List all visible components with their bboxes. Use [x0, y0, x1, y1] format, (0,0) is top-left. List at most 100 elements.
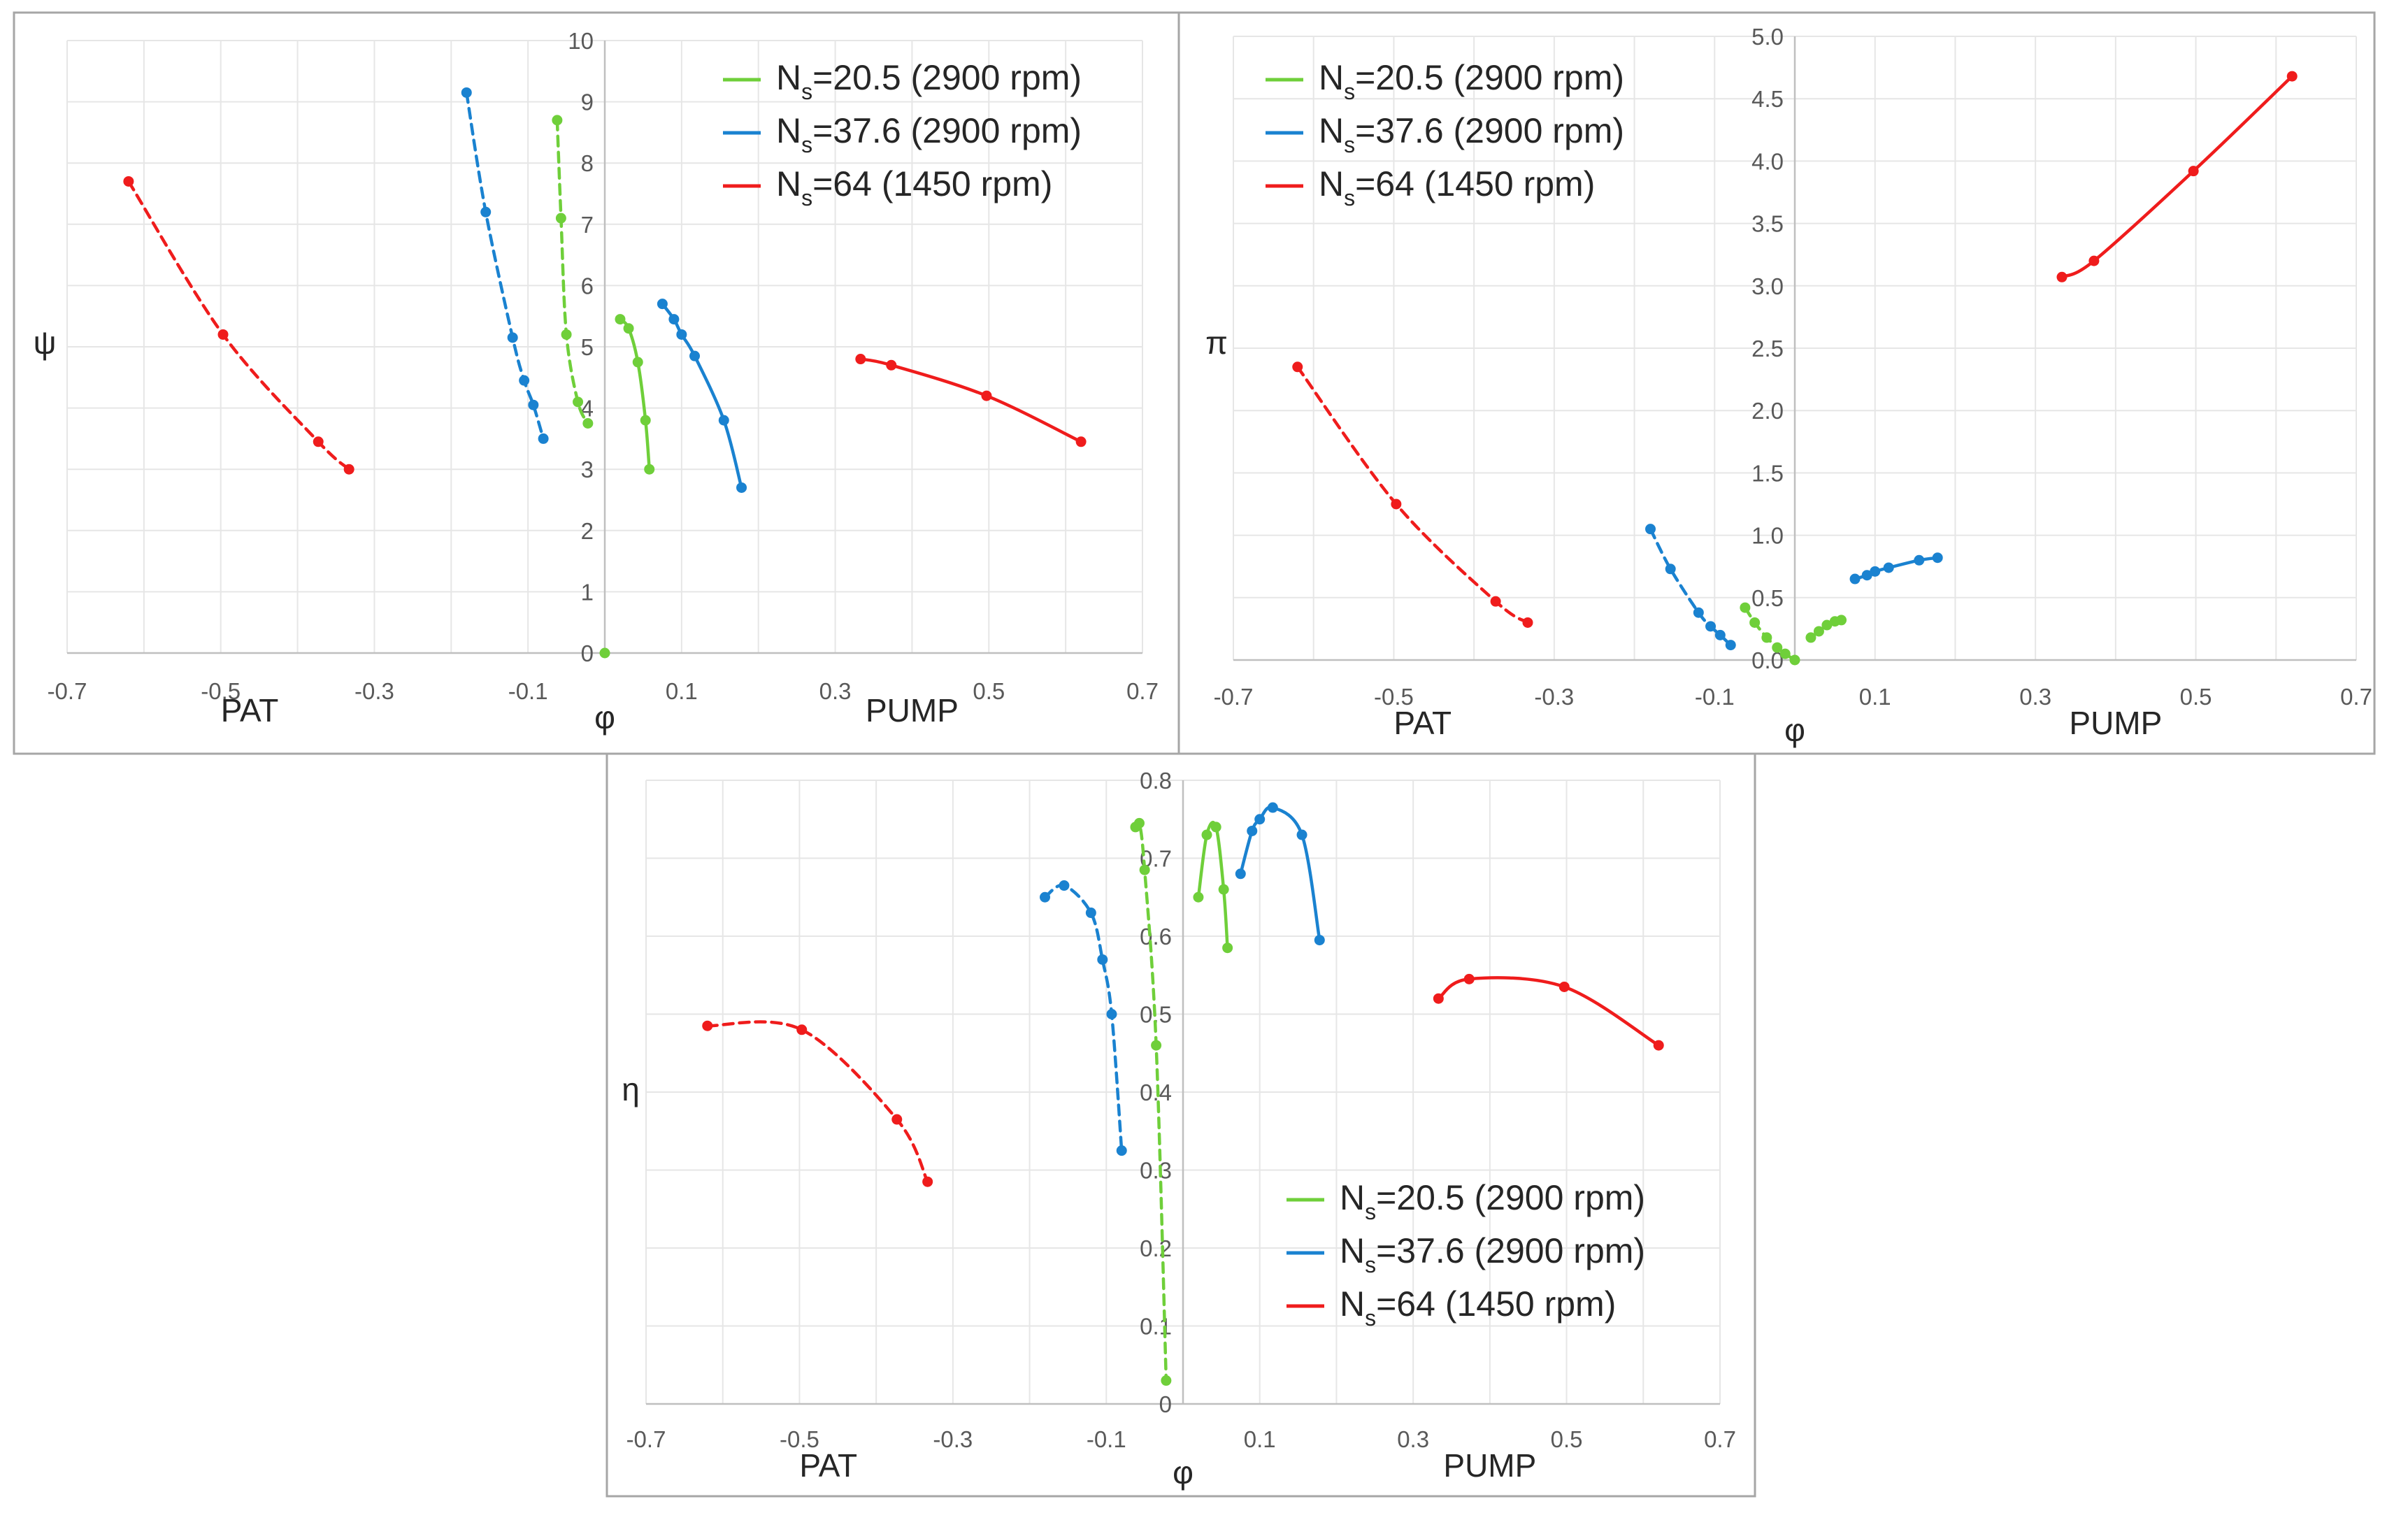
data-point-blue [1883, 562, 1894, 573]
data-point-green [1139, 864, 1150, 875]
data-point-red [796, 1024, 808, 1035]
y-tick-label: 0.1 [1140, 1314, 1172, 1340]
legend: Ns=20.5 (2900 rpm)Ns=37.6 (2900 rpm)Ns=6… [1287, 1178, 1645, 1331]
data-point-green [644, 464, 655, 475]
legend-label-ns20: Ns=20.5 (2900 rpm) [776, 58, 1082, 104]
data-point-green [552, 115, 563, 126]
x-tick-label: -0.5 [201, 678, 241, 704]
data-point-red [1075, 436, 1087, 447]
legend-label-post: =37.6 (2900 rpm) [1376, 1231, 1645, 1270]
x-tick-labels: -0.7 -0.5 -0.3 -0.1 0.1 0.3 0.5 0.7 [48, 678, 1159, 704]
x-tick-label: -0.3 [354, 678, 394, 704]
legend-label-ns37: Ns=37.6 (2900 rpm) [1319, 111, 1624, 157]
x-tick-label: -0.1 [1087, 1426, 1126, 1452]
y-tick-label: 0.4 [1140, 1080, 1172, 1105]
legend-label-pre: N [776, 164, 801, 203]
legend-label-subscript: s [801, 79, 812, 104]
y-tick-label: 1.5 [1751, 460, 1784, 486]
legend: Ns=20.5 (2900 rpm)Ns=37.6 (2900 rpm)Ns=6… [1266, 58, 1624, 210]
legend-label-subscript: s [1365, 1305, 1376, 1331]
data-point-green [1805, 632, 1816, 643]
panel-frame-eta [605, 752, 1756, 1498]
data-point-red [1292, 361, 1303, 373]
data-point-blue [1116, 1145, 1127, 1156]
data-point-green [1749, 617, 1761, 628]
data-point-blue [736, 482, 747, 493]
legend-label-post: =37.6 (2900 rpm) [1355, 111, 1624, 150]
legend-label-ns37: Ns=37.6 (2900 rpm) [776, 111, 1082, 157]
x-tick-label: -0.5 [1374, 684, 1414, 710]
data-point-red [2056, 271, 2067, 282]
data-point-green [1772, 642, 1783, 653]
pump-region-label: PUMP [1443, 1447, 1536, 1484]
data-point-blue [1235, 868, 1246, 880]
data-point-blue [480, 206, 492, 217]
y-tick-label: 3.5 [1751, 211, 1784, 237]
x-tick-label: -0.5 [780, 1426, 819, 1452]
x-axis-label: φ [594, 699, 615, 736]
data-point-red [1391, 499, 1402, 510]
y-tick-label: 2 [581, 518, 594, 544]
data-point-green [1218, 884, 1229, 895]
x-tick-label: 0.3 [819, 678, 852, 704]
data-point-green [640, 415, 651, 426]
data-point-green [615, 314, 626, 325]
y-tick-labels: 0.00.51.01.52.02.53.03.54.04.55.0 [1751, 24, 1784, 673]
data-point-red [1653, 1040, 1664, 1051]
y-tick-label: 0.8 [1140, 768, 1172, 794]
y-tick-label: 1 [581, 579, 594, 605]
legend-label-ns37: Ns=37.6 (2900 rpm) [1340, 1231, 1645, 1277]
pump-region-label: PUMP [866, 692, 959, 729]
y-tick-label: 0 [1159, 1391, 1172, 1417]
data-point-red [886, 359, 897, 371]
series-line-green [555, 118, 590, 425]
legend-label-subscript: s [1344, 132, 1355, 157]
x-tick-label: -0.3 [1534, 684, 1574, 710]
legend-label-pre: N [1319, 58, 1344, 97]
legend-label-pre: N [1340, 1178, 1365, 1217]
x-tick-label: -0.7 [626, 1426, 666, 1452]
data-point-blue [519, 375, 530, 386]
data-point-green [1193, 891, 1204, 903]
data-point-red [2188, 166, 2199, 177]
chart-eta-vs-phi: -0.7 -0.5 -0.3 -0.1 0.1 0.3 0.5 0.7 0 0.1 0.2 0.3 0.… [622, 768, 1736, 1491]
x-tick-labels: -0.7 -0.5 -0.3 -0.1 0.1 0.3 0.5 0.7 [626, 1426, 1736, 1452]
legend-label-ns64: Ns=64 (1450 rpm) [776, 164, 1052, 210]
y-axis-label: π [1205, 324, 1228, 361]
data-point-red [891, 1114, 903, 1125]
x-tick-label: -0.1 [508, 678, 548, 704]
legend-label-subscript: s [801, 132, 812, 157]
y-tick-label: 3 [581, 457, 594, 482]
data-point-blue [1097, 954, 1108, 965]
legend-label-ns20: Ns=20.5 (2900 rpm) [1340, 1178, 1645, 1224]
series-line-red [859, 357, 1083, 444]
y-tick-label: 5 [581, 334, 594, 360]
legend-label-subscript: s [1344, 185, 1355, 210]
x-axis-label: φ [1173, 1454, 1194, 1491]
data-point-blue [1725, 640, 1736, 651]
y-tick-label: 9 [581, 89, 594, 115]
data-point-blue [668, 314, 680, 325]
data-point-red [702, 1020, 713, 1031]
legend-label-subscript: s [1344, 79, 1355, 104]
series-line-red [2060, 74, 2294, 279]
chart-psi-vs-phi: -0.7 -0.5 -0.3 -0.1 0.1 0.3 0.5 0.7012345678910… [34, 28, 1159, 736]
x-tick-label: 0.7 [1126, 678, 1159, 704]
data-point-blue [1254, 814, 1266, 825]
data-point-green [623, 323, 634, 334]
data-point-green [561, 329, 572, 340]
data-point-blue [1267, 802, 1278, 813]
y-tick-label: 5.0 [1751, 24, 1784, 50]
data-point-red [1558, 981, 1570, 992]
legend-label-post: =20.5 (2900 rpm) [812, 58, 1082, 97]
data-point-blue [1705, 621, 1717, 632]
data-point-blue [1059, 880, 1070, 891]
data-point-blue [1085, 908, 1096, 919]
data-point-green [632, 357, 643, 368]
pat-region-label: PAT [221, 692, 279, 729]
x-tick-label: 0.3 [2019, 684, 2051, 710]
data-point-green [1740, 602, 1751, 613]
data-point-red [1433, 993, 1444, 1004]
pump-region-label: PUMP [2069, 705, 2162, 741]
x-tick-label: 0.1 [1244, 1426, 1276, 1452]
